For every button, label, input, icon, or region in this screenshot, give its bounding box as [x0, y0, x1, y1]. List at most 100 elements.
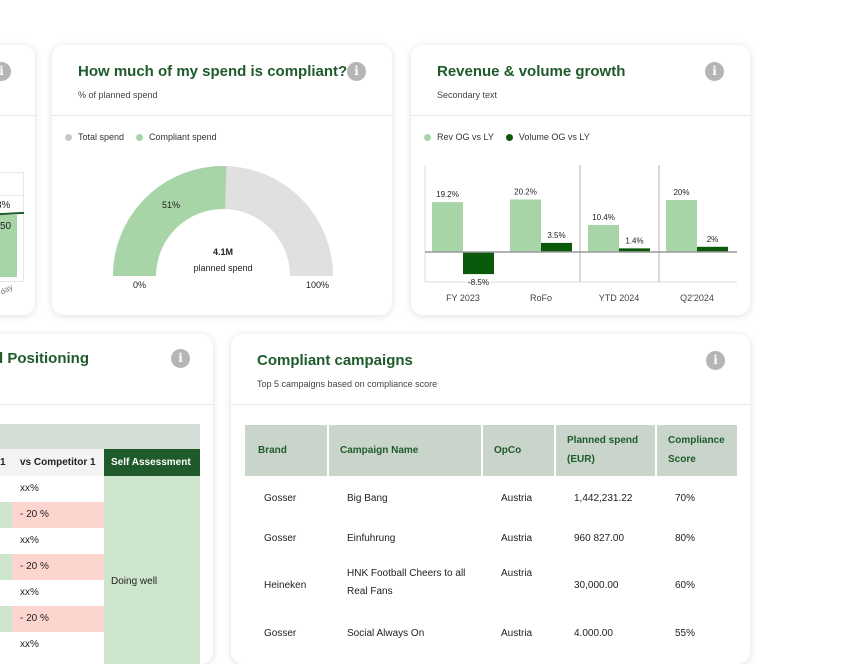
competitor-value: - 20 %: [20, 561, 49, 572]
cell-campaign-name: Big Bang: [347, 492, 388, 504]
growth-bar-chart: 19.2% -8.5% FY 2023 20.2% 3.5% RoFo 10.4% 1.4% Y…: [424, 165, 737, 303]
table-row: - 20 %: [0, 606, 104, 632]
cell-planned-spend: 960 827.00: [574, 532, 625, 544]
table-row: xx%: [0, 632, 104, 658]
card-subtitle: % of planned spend: [78, 90, 158, 100]
bar-rev: [432, 202, 463, 252]
competitor-value: - 20 %: [20, 613, 49, 624]
table-row[interactable]: Gosser Social Always On Austria 4.000.00 55%: [245, 612, 737, 652]
info-icon[interactable]: i: [706, 351, 725, 370]
column-header[interactable]: OpCo: [494, 445, 522, 456]
card-title: How much of my spend is compliant?: [78, 63, 348, 80]
cell-campaign-name: Einfuhrung: [347, 532, 396, 544]
info-icon[interactable]: i: [705, 62, 724, 81]
legend-rev: Rev OG vs LY: [424, 132, 494, 142]
competitor-value: - 20 %: [20, 509, 49, 520]
bar-rev: [510, 199, 541, 252]
cell-opco: Austria: [501, 628, 533, 639]
competitor-value: xx%: [20, 535, 39, 546]
card-title: d Positioning: [0, 350, 89, 367]
gauge-max-label: 100%: [306, 280, 330, 290]
cell-planned-spend: 1,442,231.22: [574, 492, 633, 504]
cell-campaign-name: Social Always On: [347, 628, 425, 639]
column-header[interactable]: Brand: [258, 445, 287, 456]
category-label: FY 2023: [446, 293, 480, 303]
positioning-card: d Positioning i 1 vs Competitor 1 Self A…: [0, 334, 213, 664]
bar-value-label: -8.5%: [468, 278, 489, 287]
compliance-card: How much of my spend is compliant? % of …: [52, 45, 392, 315]
gauge-compliant-label: 51%: [162, 200, 181, 210]
cell-compliance-score: 60%: [675, 580, 696, 591]
table-row: xx%: [0, 528, 104, 554]
x-label: day: [0, 282, 15, 297]
bar-value-label: 3.5%: [547, 231, 565, 240]
competitor-value: xx%: [20, 587, 39, 598]
cell-opco: Austria: [501, 568, 533, 579]
bar-value-label: 1.4%: [625, 236, 643, 245]
gauge-center-value: 4.1M: [212, 247, 233, 257]
bar-volume: [463, 252, 494, 275]
column-header: 1: [0, 457, 6, 468]
bar-rev: [588, 224, 619, 252]
info-icon[interactable]: i: [171, 349, 190, 368]
bar-value-label: 2%: [707, 235, 719, 244]
card-title: Revenue & volume growth: [437, 63, 626, 80]
gauge-center-label: planned spend: [193, 263, 253, 273]
column-header[interactable]: Campaign Name: [340, 445, 419, 456]
legend-compliant: Compliant spend: [136, 132, 217, 142]
table-row: xx%: [0, 580, 104, 606]
self-assessment-value: Doing well: [111, 576, 158, 587]
cell-campaign-name: HNK Football Cheers to all Real Fans: [347, 568, 466, 597]
gauge-min-label: 0%: [133, 280, 147, 290]
bar-value-label: 20%: [673, 188, 689, 197]
legend: Rev OG vs LY Volume OG vs LY: [424, 132, 590, 142]
legend-total: Total spend: [65, 132, 124, 142]
info-icon[interactable]: i: [0, 62, 11, 81]
competitor-value: xx%: [20, 483, 39, 494]
column-header-self-assessment: Self Assessment: [111, 457, 191, 468]
table-row[interactable]: Gosser Einfuhrung Austria 960 827.00 80%: [245, 517, 737, 556]
cell-compliance-score: 80%: [675, 532, 696, 544]
column-header[interactable]: Compliance Score: [668, 435, 725, 465]
partial-chart-card: i 3% 50 day: [0, 45, 35, 315]
self-assessment-cell: [104, 476, 200, 664]
bar-label: 50: [0, 221, 12, 232]
bar-volume: [697, 246, 728, 252]
column-header-competitor: vs Competitor 1: [20, 457, 96, 468]
cell-planned-spend: 4.000.00: [574, 628, 613, 639]
category-label: YTD 2024: [599, 293, 640, 303]
legend-volume: Volume OG vs LY: [505, 132, 590, 142]
bar-value-label: 19.2%: [436, 190, 459, 199]
bar-volume: [619, 248, 650, 252]
card-subtitle: Top 5 campaigns based on compliance scor…: [257, 379, 438, 389]
category-label: Q2'2024: [680, 293, 714, 303]
cell-brand: Heineken: [264, 580, 307, 591]
cell-brand: Gosser: [264, 532, 297, 544]
card-title: Compliant campaigns: [257, 352, 413, 369]
card-subtitle: Secondary text: [437, 90, 498, 100]
cell-compliance-score: 70%: [675, 492, 696, 504]
gauge-compliant-arc: [113, 166, 227, 276]
bar-volume: [541, 242, 572, 252]
campaigns-card: Compliant campaigns Top 5 campaigns base…: [231, 334, 750, 664]
bar-value-label: 10.4%: [592, 213, 615, 222]
table-row: xx%: [0, 476, 104, 502]
legend: Total spend Compliant spend: [65, 132, 217, 142]
competitor-value: xx%: [20, 639, 39, 650]
bar: [0, 215, 17, 277]
table-row[interactable]: Heineken HNK Football Cheers to all Real …: [245, 556, 737, 612]
column-header[interactable]: Planned spend (EUR): [567, 435, 639, 465]
bar-value-label: 20.2%: [514, 187, 537, 196]
growth-card: Revenue & volume growth Secondary text i…: [411, 45, 750, 315]
info-icon[interactable]: i: [347, 62, 366, 81]
line-label: 3%: [0, 200, 11, 211]
cell-opco: Austria: [501, 492, 533, 504]
bar-rev: [666, 200, 697, 252]
cell-compliance-score: 55%: [675, 628, 696, 639]
category-label: RoFo: [530, 293, 552, 303]
table-row: - 20 %: [0, 502, 104, 528]
chart-grid: [0, 172, 24, 282]
table-row[interactable]: Gosser Big Bang Austria 1,442,231.22 70%: [245, 476, 737, 517]
gauge: [113, 166, 333, 276]
cell-brand: Gosser: [264, 492, 297, 504]
